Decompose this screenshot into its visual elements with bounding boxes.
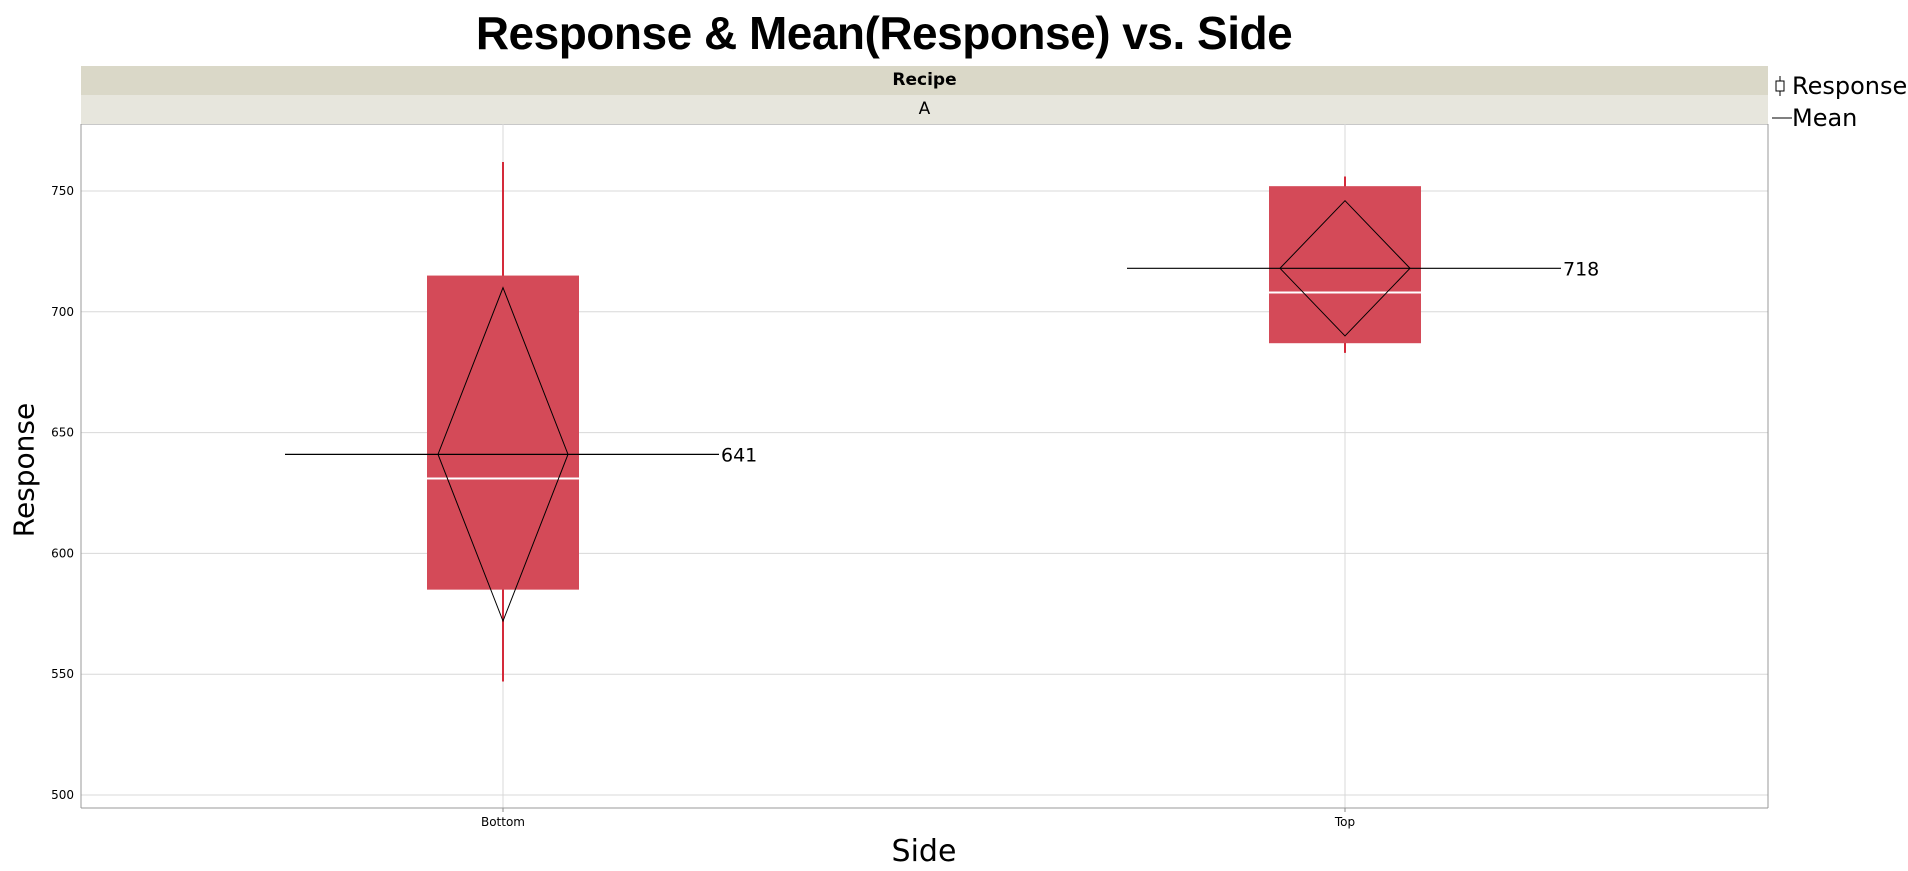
legend-label: Mean: [1792, 104, 1858, 132]
mean-diamond: [1279, 199, 1411, 337]
legend-item-response: Response: [1772, 70, 1907, 102]
legend-item-mean: Mean: [1772, 102, 1907, 134]
group-value: A: [81, 95, 1768, 125]
y-tick-label: 700: [51, 305, 74, 319]
box: [427, 275, 579, 590]
x-tick-label: Top: [1334, 815, 1355, 829]
legend-label: Response: [1792, 72, 1908, 100]
mean-label: 718: [1563, 258, 1599, 280]
box: [1269, 186, 1421, 344]
chart-title: Response & Mean(Response) vs. Side: [475, 7, 1293, 59]
mean-label: 641: [721, 444, 757, 466]
y-tick-label: 500: [51, 788, 74, 802]
group-header: Recipe: [81, 66, 1768, 95]
box-plot-top: 718: [1127, 176, 1599, 353]
y-tick-label: 600: [51, 546, 74, 560]
legend: Response Mean: [1772, 70, 1907, 134]
y-tick-label: 550: [51, 667, 74, 681]
y-tick-label: 650: [51, 426, 74, 440]
box-plot-bottom: 641: [285, 162, 757, 682]
x-axis-label: Side: [891, 834, 957, 869]
line-legend-icon: [1772, 117, 1792, 119]
mean-diamond: [437, 286, 569, 623]
y-tick-label: 750: [51, 184, 74, 198]
box-legend-icon: [1775, 76, 1785, 96]
x-tick-label: Bottom: [481, 815, 525, 829]
